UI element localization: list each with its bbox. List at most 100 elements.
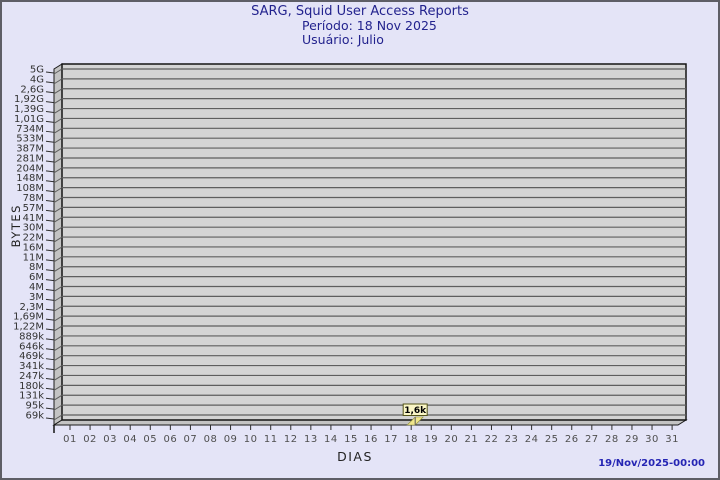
x-tick-label: 27 [585, 434, 599, 445]
wall-gridline [53, 345, 63, 352]
y-tick [45, 140, 55, 143]
wall-gridline [53, 206, 63, 213]
y-tick [45, 377, 55, 380]
wall-gridline [53, 414, 63, 421]
wall-gridline [53, 325, 63, 332]
y-tick-label: 889k [19, 331, 44, 342]
x-tick-label: 12 [284, 434, 298, 445]
y-tick [45, 328, 55, 331]
wall-gridline [53, 236, 63, 243]
y-tick-label: 387M [16, 144, 44, 155]
y-tick-label: 4M [29, 282, 44, 293]
x-tick-label: 10 [244, 434, 258, 445]
y-tick-label: 3M [29, 292, 44, 303]
y-tick-label: 1,39G [14, 104, 44, 115]
x-tick-label: 11 [264, 434, 278, 445]
x-tick-label: 13 [304, 434, 318, 445]
y-axis-tick-labels: 5G4G2,6G1,92G1,39G1,01G734M533M387M281M2… [13, 65, 44, 422]
wall-gridline [53, 276, 63, 283]
wall-gridline [53, 118, 63, 124]
y-tick [45, 358, 55, 361]
x-tick-label: 18 [404, 434, 418, 445]
wall-gridline [53, 197, 63, 203]
wall-gridline [53, 78, 63, 85]
gridlines [53, 68, 686, 421]
wall-gridline [53, 98, 63, 105]
x-tick-label: 04 [123, 434, 137, 445]
y-tick-label: 5G [30, 65, 44, 76]
y-tick-label: 1,92G [14, 94, 44, 105]
x-tick-label: 30 [645, 434, 659, 445]
x-tick-label: 02 [83, 434, 97, 445]
wall-gridline [53, 375, 63, 381]
y-tick [45, 417, 55, 420]
wall-gridline [53, 286, 63, 292]
y-tick-label: 247k [19, 371, 44, 382]
y-tick-label: 734M [16, 124, 44, 135]
x-tick-label: 24 [525, 434, 539, 445]
y-tick-label: 78M [23, 193, 44, 204]
y-tick [45, 279, 55, 282]
x-tick-label: 14 [324, 434, 338, 445]
y-tick [45, 200, 55, 203]
x-axis-title: DIAS [337, 449, 373, 464]
y-tick-label: 1,22M [13, 322, 44, 333]
y-tick [45, 101, 55, 104]
y-tick [45, 269, 55, 272]
y-tick [45, 387, 55, 390]
y-tick [45, 298, 55, 301]
y-tick-label: 8M [29, 262, 44, 273]
y-tick [45, 160, 55, 163]
x-axis-tick-labels: 01 02 03 04 05 06 07 08 09 10 11 12 13 14 15 16 17 18 19 20… [63, 434, 678, 445]
y-tick [45, 407, 55, 410]
y-tick [45, 368, 55, 371]
x-tick-label: 07 [184, 434, 198, 445]
y-tick-label: 469k [19, 351, 44, 362]
x-tick-label: 15 [344, 434, 358, 445]
y-tick-label: 22M [23, 233, 44, 244]
y-tick [45, 318, 55, 321]
x-tick-label: 25 [545, 434, 559, 445]
y-tick-label: 41M [23, 213, 44, 224]
y-tick-label: 148M [16, 173, 44, 184]
y-tick-label: 57M [23, 203, 44, 214]
x-tick-label: 23 [505, 434, 519, 445]
wall-gridline [53, 355, 63, 362]
x-tick-label: 28 [605, 434, 619, 445]
wall-gridline [53, 147, 63, 154]
wall-gridline [53, 216, 63, 223]
y-tick [45, 249, 55, 252]
x-tick-label: 29 [625, 434, 639, 445]
wall-gridline [53, 335, 63, 342]
x-tick-label: 09 [224, 434, 238, 445]
chart-left-wall [53, 63, 63, 426]
y-tick-label: 30M [23, 223, 44, 234]
x-tick-label: 19 [424, 434, 438, 445]
chart-subtitle: Período: 18 Nov 2025 Usuário: Julio [302, 19, 437, 46]
y-tick [45, 308, 55, 311]
x-tick-label: 08 [204, 434, 218, 445]
y-tick-label: 533M [16, 134, 44, 145]
x-tick-label: 03 [103, 434, 117, 445]
y-tick [45, 81, 55, 84]
y-tick [45, 111, 55, 114]
y-tick [45, 348, 55, 351]
y-tick [45, 288, 55, 291]
x-tick-label: 05 [143, 434, 157, 445]
x-tick-label: 01 [63, 434, 77, 445]
y-tick-label: 204M [16, 163, 44, 174]
y-tick-label: 180k [19, 381, 44, 392]
y-tick [45, 120, 55, 123]
chart-plot-face [61, 63, 687, 421]
wall-gridline [53, 88, 63, 95]
y-tick-label: 108M [16, 183, 44, 194]
x-tick-label: 17 [384, 434, 398, 445]
data-bars [406, 416, 424, 426]
y-tick-label: 6M [29, 272, 44, 283]
wall-gridline [53, 177, 63, 184]
wall-gridline [53, 167, 63, 174]
x-tick-label: 26 [565, 434, 579, 445]
data-annotations: 1,6k [402, 403, 428, 416]
wall-gridline [53, 246, 63, 253]
wall-gridline [53, 187, 63, 194]
